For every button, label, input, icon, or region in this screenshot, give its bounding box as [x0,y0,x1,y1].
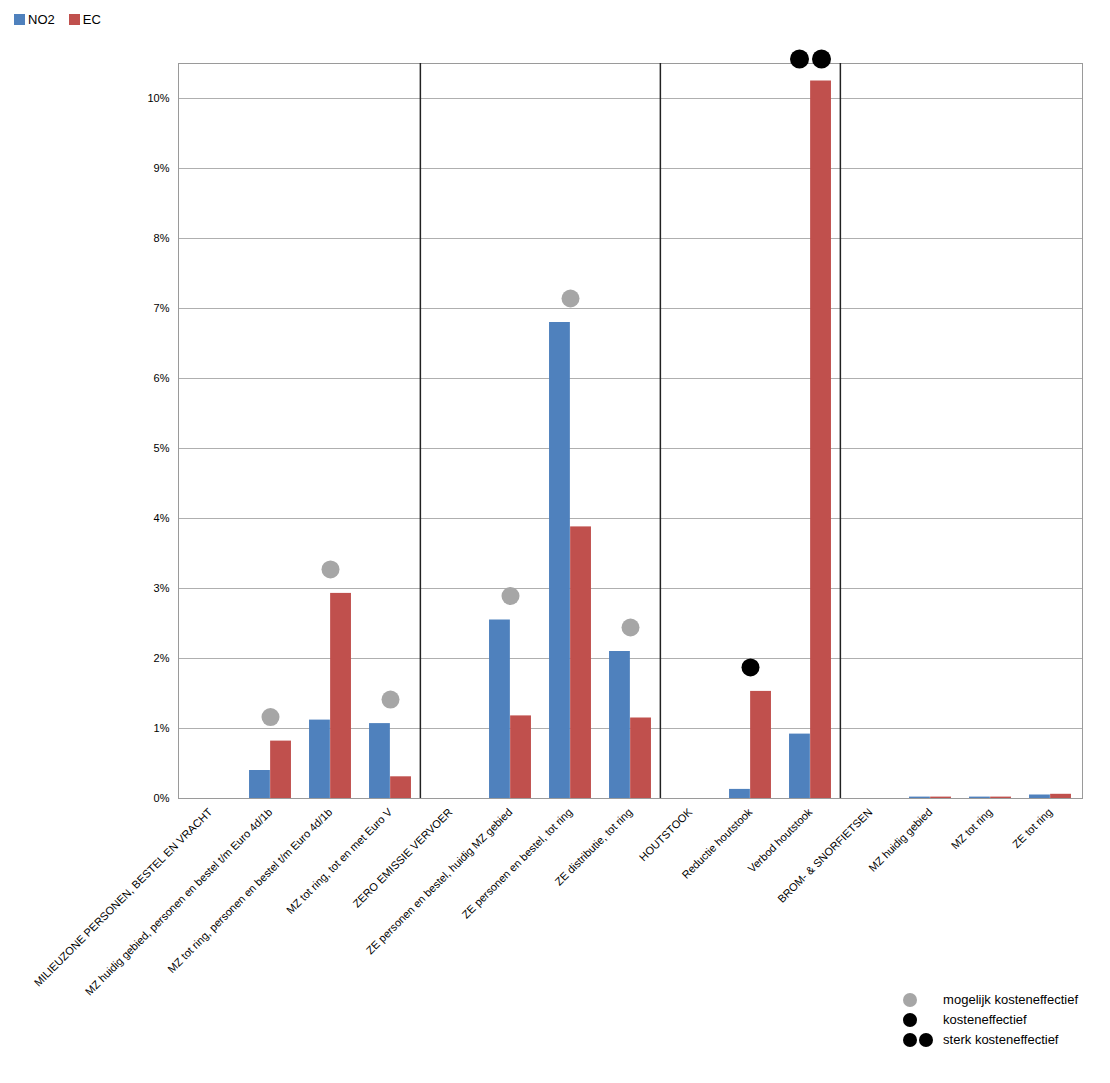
html-text:EC: EC [82,12,101,27]
svg-text:8%: 8% [154,232,170,244]
svg-text:ZE personen en bestel, tot rin: ZE personen en bestel, tot ring [460,806,575,921]
svg-text:ZE distributie, tot ring: ZE distributie, tot ring [552,806,634,888]
svg-text:MZ tot ring, personen en beste: MZ tot ring, personen en bestel t/m Euro… [165,805,335,976]
svg-text:1%: 1% [154,722,170,734]
svg-text:MILIEUZONE PERSONEN, BESTEL EN: MILIEUZONE PERSONEN, BESTEL EN VRACHT [31,805,215,989]
svg-text:4%: 4% [154,512,170,524]
svg-text:Verbod houtstook: Verbod houtstook [745,805,814,874]
svg-text:ZE personen en bestel, huidig: ZE personen en bestel, huidig MZ gebied [363,805,515,957]
html-text:kosteneffectief: kosteneffectief [943,1012,1027,1027]
svg-text:6%: 6% [154,372,170,384]
svg-text:9%: 9% [154,162,170,174]
svg-text:7%: 7% [154,302,170,314]
svg-text:HOUTSTOOK: HOUTSTOOK [637,805,695,863]
svg-text:MZ tot ring: MZ tot ring [949,806,995,852]
svg-text:BROM- & SNORFIETSEN: BROM- & SNORFIETSEN [775,806,874,905]
svg-text:MZ huidig gebied, personen en: MZ huidig gebied, personen en bestel t/m… [82,805,275,998]
svg-text:MZ tot ring, tot en met Euro V: MZ tot ring, tot en met Euro V [284,805,395,916]
svg-text:2%: 2% [154,652,170,664]
svg-text:0%: 0% [154,792,170,804]
svg-text:MZ huidig gebied: MZ huidig gebied [866,806,934,874]
svg-text:10%: 10% [147,92,169,104]
svg-text:ZERO EMISSIE VERVOER: ZERO EMISSIE VERVOER [351,806,455,910]
svg-text:5%: 5% [154,442,170,454]
html-text:sterk kosteneffectief: sterk kosteneffectief [943,1032,1059,1047]
html-text:mogelijk kosteneffectief: mogelijk kosteneffectief [943,992,1078,1007]
svg-text:ZE tot ring: ZE tot ring [1010,806,1054,850]
svg-text:Reductie houtstook: Reductie houtstook [679,805,754,880]
svg-text:3%: 3% [154,582,170,594]
html-text:NO2: NO2 [28,12,55,27]
